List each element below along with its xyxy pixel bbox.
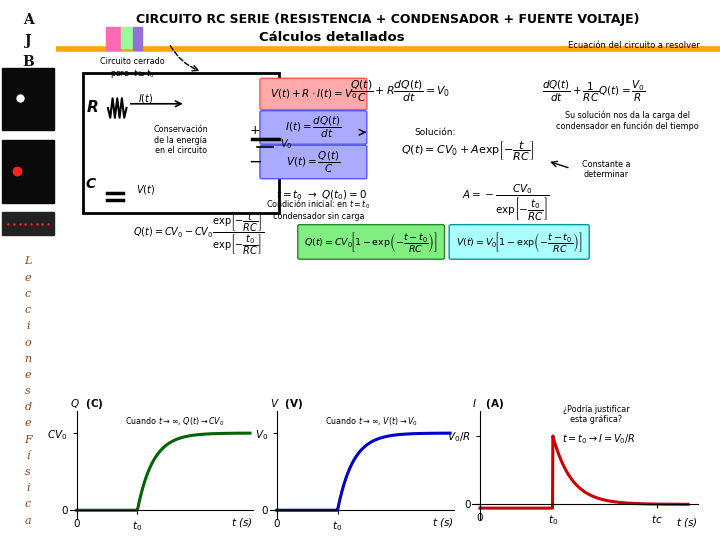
Text: $I(t)=\dfrac{dQ(t)}{dt}$: $I(t)=\dfrac{dQ(t)}{dt}$ xyxy=(285,115,342,140)
Text: í: í xyxy=(27,451,30,461)
FancyBboxPatch shape xyxy=(449,225,589,259)
Text: d: d xyxy=(24,402,32,413)
Text: Conservación
de la energía
en el circuito: Conservación de la energía en el circuit… xyxy=(153,125,208,155)
Text: $\dfrac{Q(t)}{C}+R\dfrac{dQ(t)}{dt}=V_0$: $\dfrac{Q(t)}{C}+R\dfrac{dQ(t)}{dt}=V_0$ xyxy=(350,79,450,105)
Text: $Q$  (C): $Q$ (C) xyxy=(70,397,104,411)
Text: A: A xyxy=(23,14,33,28)
Bar xyxy=(106,27,120,50)
Bar xyxy=(2,212,54,235)
Text: $t$ (s): $t$ (s) xyxy=(231,516,253,529)
Text: Su solución nos da la carga del
condensador en función del tiempo: Su solución nos da la carga del condensa… xyxy=(556,110,698,131)
Text: n: n xyxy=(24,354,32,364)
Text: $V(t)+R\cdot I(t)=V_0$: $V(t)+R\cdot I(t)=V_0$ xyxy=(269,87,357,101)
Text: Ecuación del circuito a resolver: Ecuación del circuito a resolver xyxy=(568,42,700,50)
Bar xyxy=(2,140,54,202)
FancyBboxPatch shape xyxy=(298,225,444,259)
Text: Condición inicial: en $t = t_0$
condensador sin carga: Condición inicial: en $t = t_0$ condensa… xyxy=(266,198,371,221)
Text: Circuito cerrado
para  $t\geq t_0$: Circuito cerrado para $t\geq t_0$ xyxy=(100,57,165,80)
Text: $\dfrac{dQ(t)}{dt}+\dfrac{1}{RC}Q(t)=\dfrac{V_0}{R}$: $\dfrac{dQ(t)}{dt}+\dfrac{1}{RC}Q(t)=\df… xyxy=(542,79,646,104)
Text: C: C xyxy=(86,177,96,191)
Bar xyxy=(120,27,132,48)
Text: $V(t)=V_0\!\left[1-\exp\!\left(-\dfrac{t-t_0}{RC}\right)\right]$: $V(t)=V_0\!\left[1-\exp\!\left(-\dfrac{t… xyxy=(456,230,582,254)
Text: e: e xyxy=(24,370,32,380)
FancyBboxPatch shape xyxy=(260,78,366,110)
Text: e: e xyxy=(24,273,32,283)
Text: Cuando $t \rightarrow \infty$, $Q(t) \rightarrow CV_0$: Cuando $t \rightarrow \infty$, $Q(t) \ri… xyxy=(125,415,225,428)
Text: a: a xyxy=(24,516,32,526)
Text: c: c xyxy=(25,305,31,315)
Text: s: s xyxy=(25,467,31,477)
Text: $I$   (A): $I$ (A) xyxy=(472,397,504,411)
Text: o: o xyxy=(24,338,32,348)
Text: $V_0$: $V_0$ xyxy=(280,137,292,151)
Text: i: i xyxy=(27,483,30,494)
Text: R: R xyxy=(86,100,99,116)
Text: c: c xyxy=(25,500,31,510)
Text: $t$ (s): $t$ (s) xyxy=(676,516,698,529)
Text: Solución:: Solución: xyxy=(415,128,456,137)
Text: −: − xyxy=(248,152,262,171)
FancyBboxPatch shape xyxy=(260,111,366,144)
Text: $Q(t)=CV_0\!\left[1-\exp\!\left(-\dfrac{t-t_0}{RC}\right)\right]$: $Q(t)=CV_0\!\left[1-\exp\!\left(-\dfrac{… xyxy=(304,230,438,254)
Text: $I(t)$: $I(t)$ xyxy=(138,92,153,105)
Text: $t$ (s): $t$ (s) xyxy=(431,516,454,529)
Text: J: J xyxy=(24,34,32,48)
Text: $V(t)=\dfrac{Q(t)}{C}$: $V(t)=\dfrac{Q(t)}{C}$ xyxy=(287,150,341,174)
Text: Cuando $t \rightarrow \infty$, $V(t) \rightarrow V_0$: Cuando $t \rightarrow \infty$, $V(t) \ri… xyxy=(325,415,418,428)
Text: $t=t_0\ \rightarrow\ Q(t_0)=0$: $t=t_0\ \rightarrow\ Q(t_0)=0$ xyxy=(276,188,367,202)
Text: $V(t)$: $V(t)$ xyxy=(136,183,156,195)
Bar xyxy=(83,73,279,213)
Text: L: L xyxy=(24,256,32,267)
Text: Cálculos detallados: Cálculos detallados xyxy=(259,31,405,44)
FancyBboxPatch shape xyxy=(260,145,366,179)
Text: e: e xyxy=(24,418,32,429)
Text: $Q(t)=CV_0-CV_0\dfrac{\exp\!\left[-\dfrac{t}{RC}\right]}{\exp\!\left[-\dfrac{t_0: $Q(t)=CV_0-CV_0\dfrac{\exp\!\left[-\dfra… xyxy=(133,211,264,257)
Text: $V$  (V): $V$ (V) xyxy=(270,397,303,411)
Text: Constante a
determinar: Constante a determinar xyxy=(582,160,630,179)
Text: ¿Podría justificar
esta gráfica?: ¿Podría justificar esta gráfica? xyxy=(563,405,630,424)
Text: B: B xyxy=(22,55,34,69)
Bar xyxy=(132,27,142,50)
Text: +: + xyxy=(250,124,261,137)
Text: $Q(t)=CV_0+A\exp\!\left[-\dfrac{t}{RC}\right]$: $Q(t)=CV_0+A\exp\!\left[-\dfrac{t}{RC}\r… xyxy=(401,139,534,163)
Text: i: i xyxy=(27,321,30,332)
Text: CIRCUITO RC SERIE (RESISTENCIA + CONDENSADOR + FUENTE VOLTAJE): CIRCUITO RC SERIE (RESISTENCIA + CONDENS… xyxy=(136,14,640,26)
Text: c: c xyxy=(25,289,31,299)
Text: $A=-\dfrac{CV_0}{\exp\!\left[-\dfrac{t_0}{RC}\right]}$: $A=-\dfrac{CV_0}{\exp\!\left[-\dfrac{t_0… xyxy=(462,183,550,222)
Text: s: s xyxy=(25,386,31,396)
Text: $t = t_0 \rightarrow I = V_0/R$: $t = t_0 \rightarrow I = V_0/R$ xyxy=(562,431,636,446)
Bar xyxy=(2,68,54,130)
Text: F: F xyxy=(24,435,32,445)
